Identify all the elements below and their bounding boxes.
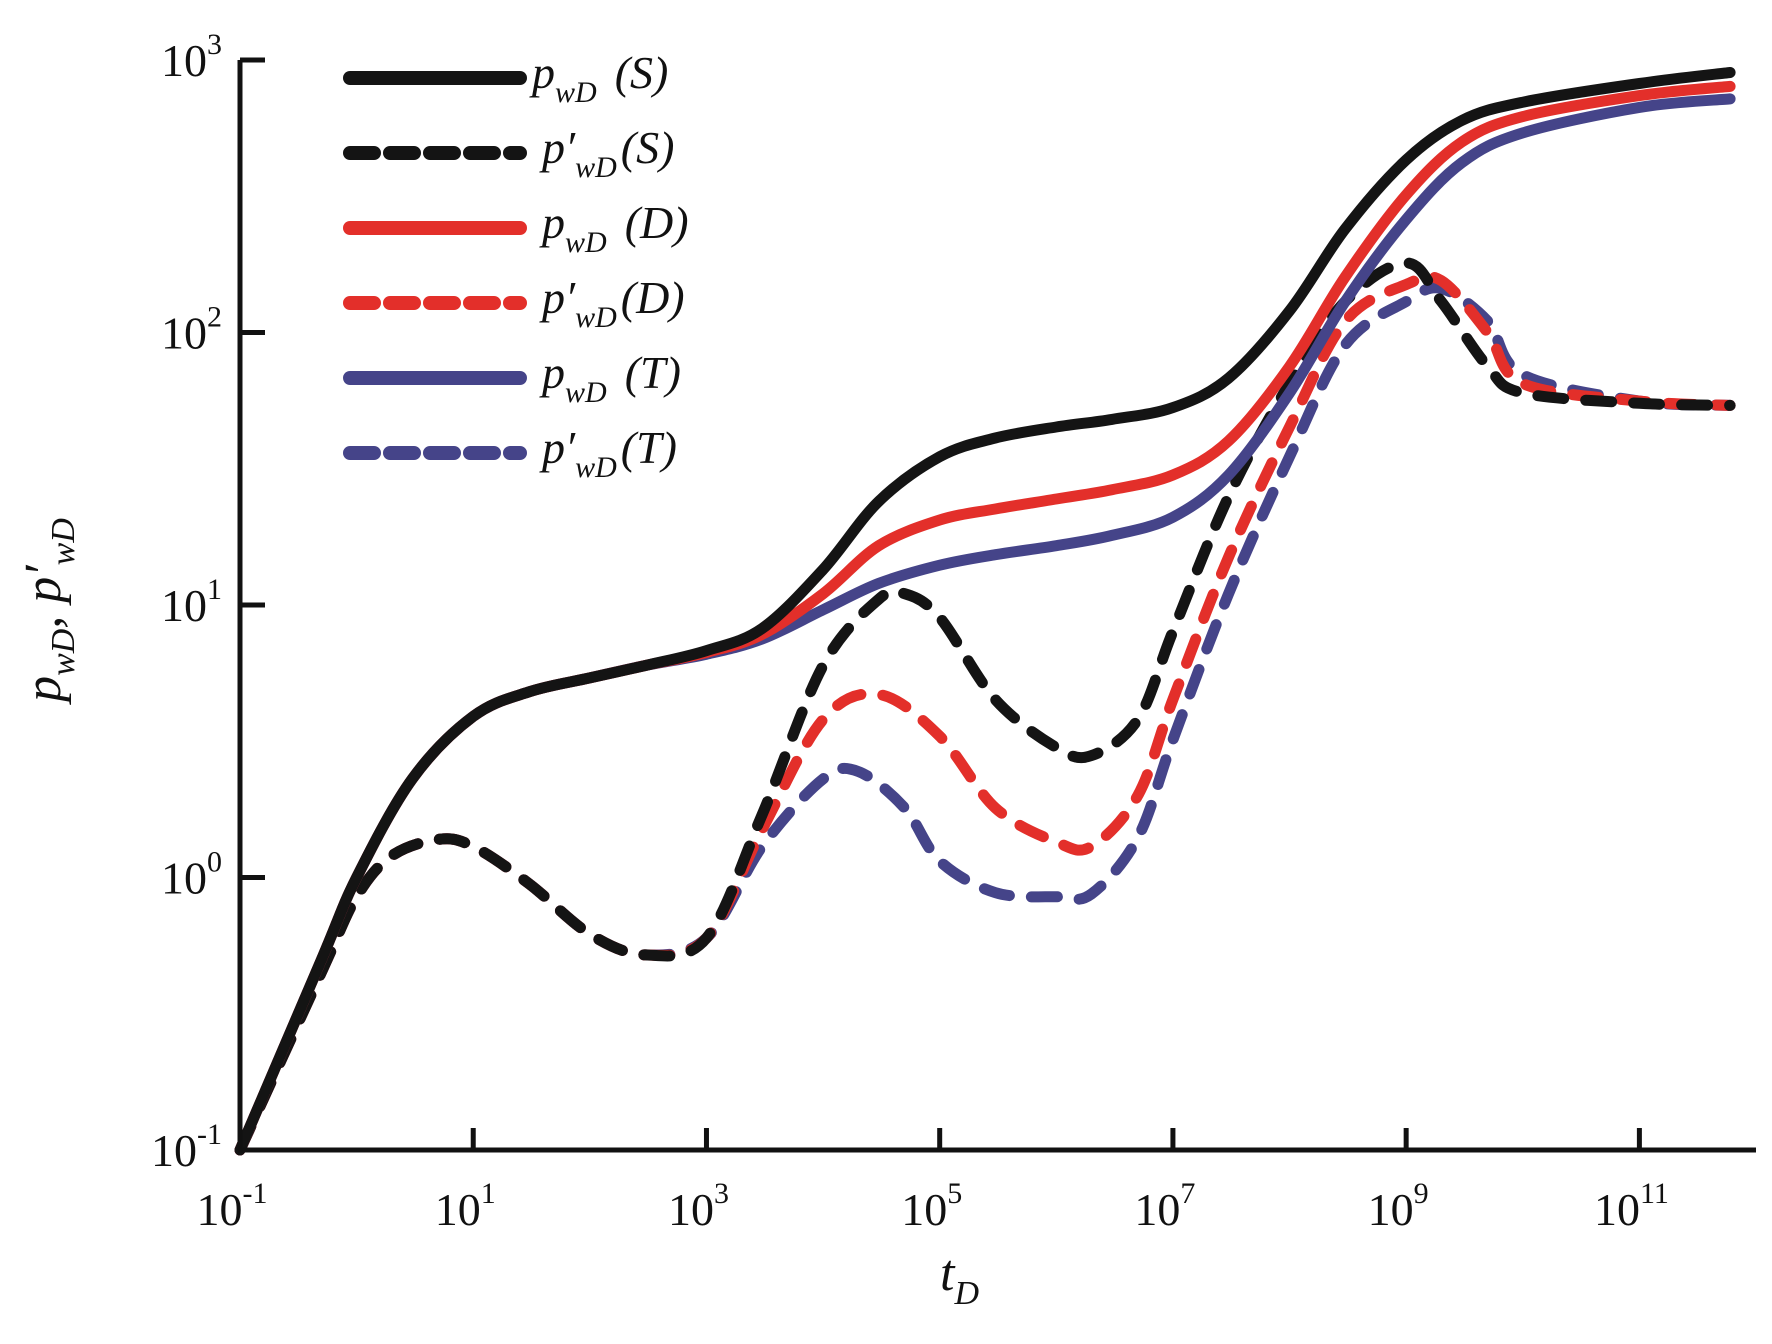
x-tick-label: 107 xyxy=(1134,1177,1195,1235)
legend-entry: p′wD(T) xyxy=(343,422,677,484)
series-line-p-prime-wd-d xyxy=(234,271,1736,1156)
legend-label: pwD (S) xyxy=(529,47,668,109)
legend-label: p′wD(T) xyxy=(539,422,677,484)
x-axis-title-sub: D xyxy=(953,1275,979,1312)
y-tick-label: 103 xyxy=(161,28,222,86)
series-line-p-wd-d xyxy=(234,80,1736,1156)
y-tick-label: 102 xyxy=(161,301,222,359)
legend-entry: pwD (D) xyxy=(343,197,689,259)
x-ticks: 10-1 101 103 105 107 109 1011 xyxy=(197,1128,1669,1235)
x-axis-title: tD xyxy=(940,1245,979,1312)
legend-label: pwD (T) xyxy=(539,347,681,409)
x-tick-label: 101 xyxy=(435,1177,496,1235)
legend-entry: p′wD(D) xyxy=(343,272,685,334)
legend-label: p′wD(D) xyxy=(539,272,685,334)
x-tick-label: 10-1 xyxy=(197,1177,268,1235)
legend-label: p′wD(S) xyxy=(539,122,674,184)
y-tick-label: 10-1 xyxy=(151,1118,222,1176)
y-tick-label: 101 xyxy=(161,573,222,631)
x-tick-label: 103 xyxy=(668,1177,729,1235)
x-axis-title-main: t xyxy=(940,1245,956,1302)
legend-label: pwD (D) xyxy=(539,197,689,259)
series-line-p-prime-wd-s xyxy=(234,257,1736,1156)
y-ticks: 10-1 100 101 102 103 xyxy=(151,28,265,1176)
y-tick-label: 100 xyxy=(161,846,222,904)
legend-entry: pwD (T) xyxy=(343,347,681,409)
x-tick-label: 109 xyxy=(1368,1177,1429,1235)
legend-entry: p′wD(S) xyxy=(343,122,674,184)
x-tick-label: 1011 xyxy=(1594,1177,1669,1235)
x-tick-label: 105 xyxy=(901,1177,962,1235)
y-axis-title: pwD, p′wD xyxy=(15,518,82,706)
series-line-p-wd-s xyxy=(234,67,1736,1156)
y-axis-title-text: pwD, p′wD xyxy=(15,518,82,706)
series-layer xyxy=(234,67,1736,1156)
series-line-p-wd-t xyxy=(234,93,1736,1156)
legend: pwD (S) p′wD(S) pwD (D) p′wD(D) pwD (T) p′wD(T) xyxy=(343,47,689,484)
legend-entry: pwD (S) xyxy=(343,47,668,109)
